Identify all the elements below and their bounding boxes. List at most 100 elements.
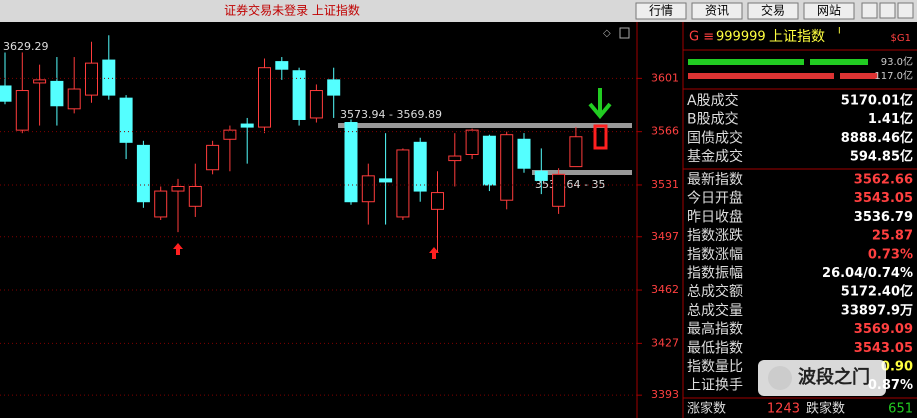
candle-body (500, 134, 514, 201)
row-label: 总成交额 (687, 283, 743, 300)
candle-body (223, 129, 237, 140)
footer-item: 跌家数 (806, 401, 845, 417)
name-suffix: I (838, 27, 841, 37)
row-label: 最新指数 (687, 172, 743, 188)
candle-body (258, 67, 271, 128)
candle-body (448, 155, 462, 162)
row-label: 最低指数 (687, 340, 743, 356)
candle-body (0, 85, 12, 102)
y-tick-label: 3427 (651, 336, 679, 349)
y-tick-label: 3566 (651, 125, 679, 138)
candle-body (431, 192, 444, 210)
nav-button[interactable] (691, 2, 743, 20)
watermark-bg (758, 360, 886, 396)
row-label: 今日开盘 (687, 190, 743, 207)
row-label: 最高指数 (687, 321, 743, 338)
candle-body (517, 138, 531, 169)
tag: $G1 (891, 33, 911, 44)
window-control[interactable] (861, 2, 878, 19)
nav-button-label[interactable]: 资讯 (705, 4, 729, 18)
watermark-icon (768, 366, 792, 390)
candle-body (188, 185, 202, 207)
window-control[interactable] (879, 2, 896, 19)
row-value: 1.41亿 (868, 111, 913, 127)
candle-body (102, 59, 116, 96)
row-value: 5172.40亿 (841, 284, 913, 300)
candle-body (344, 122, 358, 203)
level-bar (338, 123, 632, 128)
icon[interactable] (619, 27, 630, 39)
row-label: A股成交 (687, 92, 739, 109)
nav-button-label[interactable]: 行情 (649, 4, 673, 18)
footer-item: 651 (888, 402, 913, 417)
up-arrow (173, 243, 183, 255)
candle-body (15, 90, 29, 131)
footer-item: 1243 (767, 402, 800, 417)
candle-body (171, 185, 185, 192)
row-label: 指数涨幅 (687, 247, 743, 263)
row-label: 指数量比 (687, 359, 743, 375)
watermark: 波段之门 (798, 366, 870, 388)
nav-button[interactable] (803, 2, 855, 20)
candle-body (413, 141, 427, 192)
candle-body (534, 170, 548, 181)
candle-body (206, 144, 220, 171)
stock-code: 999999 (716, 30, 766, 45)
row-value: 26.04/0.74% (822, 266, 913, 281)
candle-body (136, 144, 150, 203)
chart-area (0, 22, 917, 418)
nav-button[interactable] (635, 2, 687, 20)
code-prefix: G ≡ (689, 30, 714, 45)
y-tick-label: 3393 (651, 388, 679, 401)
row-label: 国债成交 (687, 129, 743, 146)
candle-body (292, 70, 306, 120)
bar-label: 93.0亿 (881, 55, 913, 68)
row-value: 33897.9万 (841, 303, 913, 318)
candle-body (85, 62, 98, 96)
row-value: 8888.46亿 (841, 130, 913, 146)
row-value: 0.90 (881, 360, 913, 375)
row-value: 3543.05 (854, 341, 913, 356)
nav-button-label[interactable]: 交易 (761, 3, 785, 18)
row-value: 25.87 (872, 229, 913, 244)
marker (593, 124, 608, 150)
candle-body (482, 135, 496, 186)
nav-button-label[interactable]: 网站 (817, 4, 841, 18)
annotation: 3629.29 (3, 40, 49, 53)
candle-body (552, 173, 566, 207)
nav-button[interactable] (747, 2, 799, 20)
candle-body (361, 175, 375, 203)
row-value: 594.85亿 (850, 149, 913, 165)
level-bar (532, 170, 632, 175)
row-label: 基金成交 (687, 148, 743, 165)
volume-bar (840, 73, 878, 79)
footer-item: 涨家数 (687, 401, 726, 417)
row-value: 3562.66 (854, 173, 913, 188)
volume-bar (688, 73, 834, 79)
up-arrow (429, 247, 439, 259)
row-label: 总成交量 (687, 302, 743, 319)
window-control[interactable] (897, 2, 914, 19)
window-title: 证券交易未登录 上证指数 (224, 3, 360, 18)
candle-body (33, 79, 47, 84)
candle-body (465, 129, 479, 156)
row-label: 上证换手 (687, 377, 743, 394)
candle-body (67, 88, 81, 110)
volume-bar (810, 59, 868, 65)
bar-label: 117.0亿 (874, 69, 913, 82)
icon[interactable]: ◇ (603, 28, 611, 39)
candle-body (50, 80, 64, 107)
volume-bar (688, 59, 804, 65)
button-group: 行情 资讯 交易 网站 (635, 2, 914, 20)
green-arrow (588, 88, 612, 120)
row-label: 指数涨跌 (687, 228, 743, 244)
row-value: 3536.79 (854, 210, 913, 225)
row-label: 昨日收盘 (687, 208, 743, 225)
row-value: 5170.01亿 (841, 93, 913, 109)
row-value: 0.73% (868, 247, 913, 262)
candle-body (396, 149, 410, 218)
stock-name: 上证指数 (769, 29, 825, 45)
annotation: 3573.94 - 3569.89 (340, 108, 442, 121)
